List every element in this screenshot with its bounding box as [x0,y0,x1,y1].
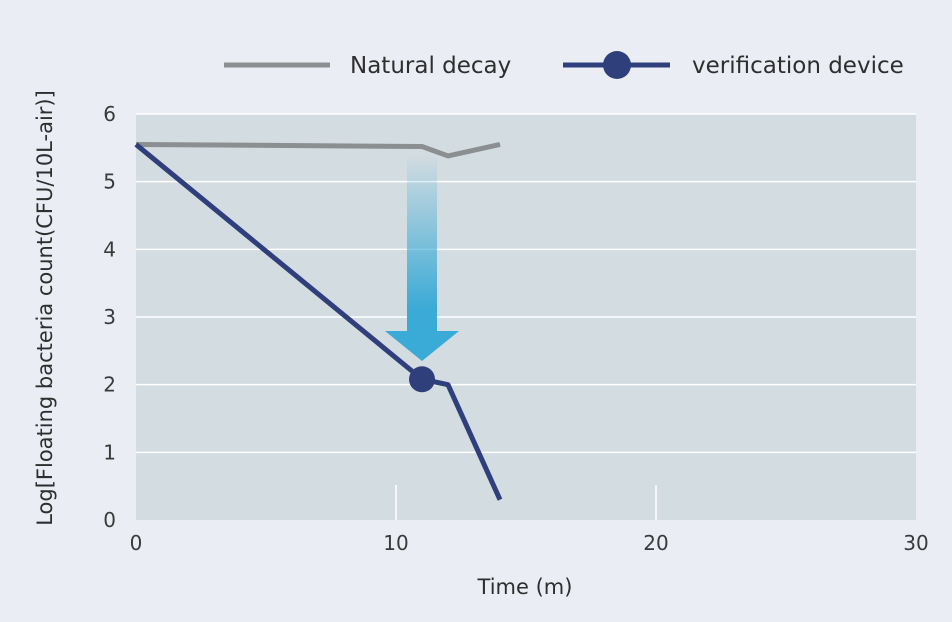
y-axis-title: Log[Floating bacteria count(CFU/10L-air)… [33,90,57,526]
legend-label-verification-device: verification device [692,53,904,79]
x-tick-label-10: 10 [383,531,408,555]
y-tick-label-2: 2 [103,373,116,397]
legend-marker-verification-device [603,51,631,79]
legend-label-natural-decay: Natural decay [350,53,511,79]
y-tick-label-1: 1 [103,440,116,464]
down-arrow-annotation [385,154,459,361]
x-tick-label-20: 20 [643,531,668,555]
y-tick-label-3: 3 [103,305,116,329]
series-marker-1 [409,366,435,393]
legend: Natural decay verification device [224,51,904,79]
series-line-0 [135,141,501,159]
series-line-1 [134,142,503,501]
y-tick-label-6: 6 [103,102,116,126]
y-tick-label-5: 5 [103,170,116,194]
x-axis-title: Time (m) [477,575,573,599]
y-tick-label-0: 0 [103,508,116,532]
y-tick-label-4: 4 [103,237,116,261]
x-tick-label-30: 30 [903,531,928,555]
x-tick-label-0: 0 [130,531,143,555]
